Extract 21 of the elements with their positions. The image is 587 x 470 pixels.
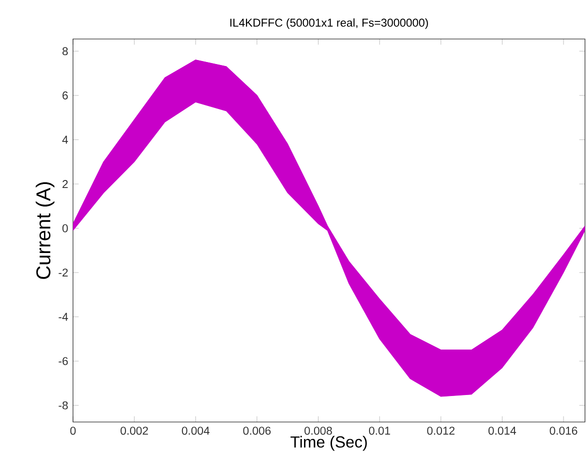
x-tick-label: 0.006 (243, 426, 271, 435)
y-tick-label: -2 (58, 268, 68, 277)
y-tick-label: 2 (62, 180, 68, 188)
x-tick-label: 0.01 (368, 426, 390, 435)
y-axis-title: Current (A) (36, 182, 54, 279)
y-tick-label: -6 (58, 357, 68, 366)
x-tick-label: 0 (70, 426, 76, 435)
y-tick-label: 4 (62, 136, 68, 144)
y-tick-label: 6 (62, 91, 68, 100)
x-axis-title: Time (Sec) (290, 436, 367, 451)
y-tick-label: 8 (62, 47, 68, 56)
y-tick-label: 0 (62, 224, 68, 232)
y-tick-label: -4 (58, 312, 68, 321)
x-tick-label: 0.008 (304, 426, 332, 435)
x-tick-label: 0.002 (120, 426, 148, 435)
chart-title: IL4KDFFC (50001x1 real, Fs=3000000) (230, 18, 428, 29)
x-tick-label: 0.012 (427, 426, 455, 435)
x-tick-label: 0.014 (488, 426, 516, 435)
x-tick-label: 0.004 (182, 426, 210, 435)
x-tick-label: 0.016 (550, 426, 578, 435)
y-tick-label: -8 (58, 401, 68, 410)
